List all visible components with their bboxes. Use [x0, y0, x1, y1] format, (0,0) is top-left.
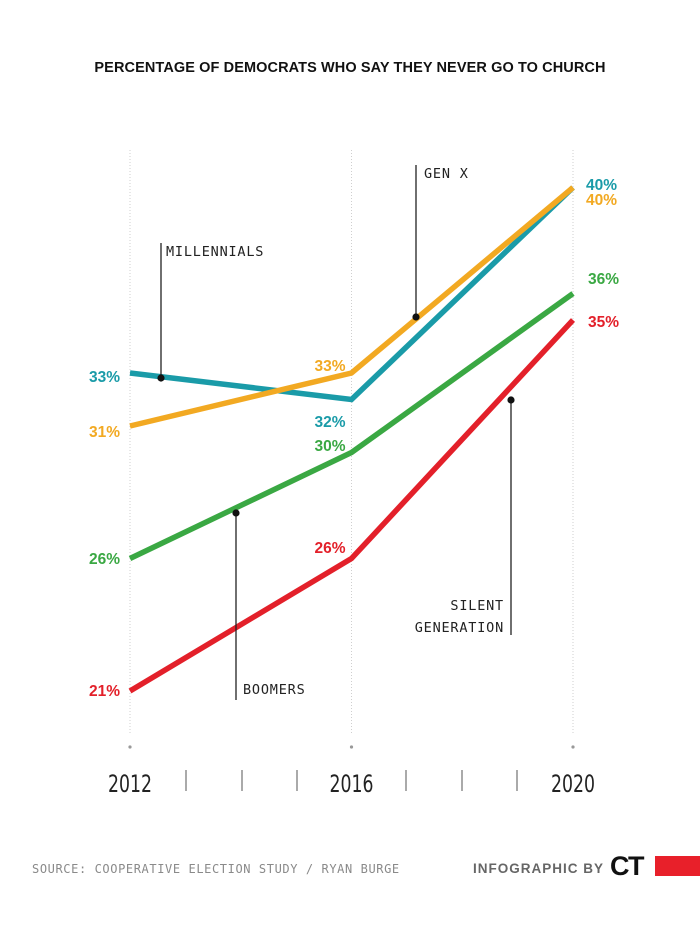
callout-dot-millennials [157, 374, 165, 382]
series-lines [128, 185, 576, 694]
data-label-silent-2016: 26% [314, 540, 345, 557]
infographic-credit: INFOGRAPHIC BY [472, 861, 604, 876]
x-axis: 2012 2016 2020 [108, 770, 595, 798]
axis-dot-2020 [571, 745, 575, 749]
series-name-boomers: BOOMERS [243, 682, 306, 698]
data-labels: 33% 32% 40% 31% 33% 40% 26% 30% 36% 21% 26% 35% [89, 177, 619, 700]
grid-lines [128, 150, 575, 749]
series-line-boomers [128, 291, 575, 561]
ct-logo: CT [610, 851, 645, 881]
series-name-genx: GEN X [424, 166, 469, 182]
data-label-genx-2012: 31% [89, 424, 120, 441]
x-tick-label-2020: 2020 [551, 770, 595, 798]
source-note: SOURCE: COOPERATIVE ELECTION STUDY / RYA… [32, 862, 400, 876]
ct-logo-bar [655, 856, 700, 876]
data-label-silent-2020: 35% [588, 314, 619, 331]
series-line-genx [129, 185, 575, 429]
callout-dot-silent [507, 396, 515, 404]
series-name-millennials: MILLENNIALS [166, 244, 264, 260]
data-label-millennials-2020: 40% [586, 177, 617, 194]
series-line-silent [128, 318, 576, 694]
data-label-boomers-2020: 36% [588, 271, 619, 288]
callout-dot-genx [412, 313, 420, 321]
data-label-genx-2016: 33% [314, 358, 345, 375]
series-name-millennials-part-0: MILLENNIALS [166, 244, 264, 260]
series-line-millennials [129, 185, 575, 403]
data-label-millennials-2016: 32% [314, 414, 345, 431]
series-name-genx-part-0: GEN X [424, 166, 469, 182]
series-name-boomers-part-0: BOOMERS [243, 682, 306, 698]
axis-dot-2012 [128, 745, 132, 749]
axis-dot-2016 [349, 745, 354, 749]
x-tick-label-2012: 2012 [108, 770, 152, 798]
data-label-boomers-2016: 30% [314, 438, 345, 455]
data-label-silent-2012: 21% [89, 683, 120, 700]
series-name-silent-part-0: SILENT [450, 598, 504, 614]
series-callouts: MILLENNIALS GEN X BOOMERS SILENT GENERATION [157, 165, 515, 700]
data-label-millennials-2012: 33% [89, 369, 120, 386]
series-name-silent: SILENT GENERATION [415, 598, 504, 636]
x-tick-label-2016: 2016 [330, 770, 374, 798]
series-name-silent-part-1: GENERATION [415, 620, 504, 636]
data-label-boomers-2012: 26% [89, 551, 120, 568]
callout-dot-boomers [232, 509, 240, 517]
chart-title: PERCENTAGE OF DEMOCRATS WHO SAY THEY NEV… [94, 60, 606, 76]
data-label-genx-2020: 40% [586, 192, 617, 209]
